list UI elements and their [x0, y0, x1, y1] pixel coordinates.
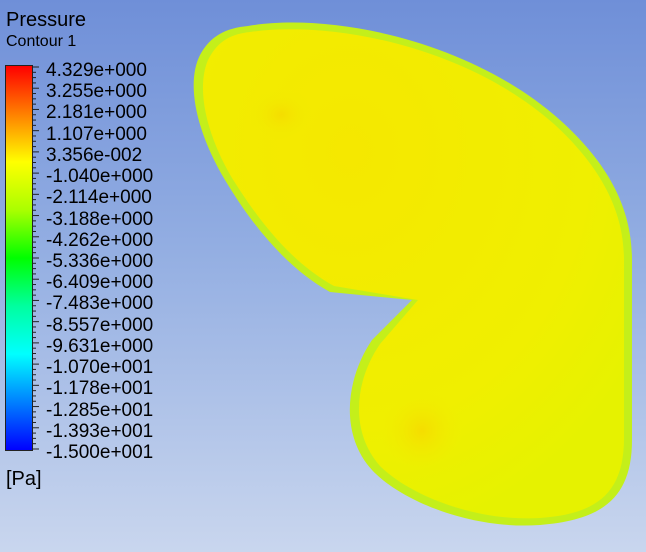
legend-label: 2.181e+000: [46, 103, 147, 123]
legend-label: 1.107e+000: [46, 125, 147, 145]
contour-local-max-upper: [213, 50, 323, 140]
legend-colorbar: [5, 65, 33, 451]
legend-label: -9.631e+000: [46, 337, 153, 357]
legend-label: 4.329e+000: [46, 61, 147, 81]
legend-label: -1.393e+001: [46, 422, 153, 442]
legend-label: -1.500e+001: [46, 443, 153, 463]
legend-label: -1.040e+000: [46, 167, 153, 187]
legend-label: -1.285e+001: [46, 401, 153, 421]
legend-title: Pressure: [6, 9, 86, 31]
legend-label: -7.483e+000: [46, 294, 153, 314]
legend-subtitle: Contour 1: [6, 33, 76, 51]
legend-label: -6.409e+000: [46, 273, 153, 293]
legend-label: -5.336e+000: [46, 252, 153, 272]
legend-ticks: [33, 65, 39, 451]
legend-label: -8.557e+000: [46, 316, 153, 336]
legend-label: 3.255e+000: [46, 82, 147, 102]
legend-label: -1.178e+001: [46, 379, 153, 399]
legend-label: 3.356e-002: [46, 146, 142, 166]
legend-label: -4.262e+000: [46, 231, 153, 251]
legend-units: [Pa]: [6, 468, 42, 491]
legend-label: -1.070e+001: [46, 358, 153, 378]
legend-label: -3.188e+000: [46, 210, 153, 230]
contour-local-max: [335, 330, 475, 470]
legend-label: -2.114e+000: [46, 188, 152, 208]
